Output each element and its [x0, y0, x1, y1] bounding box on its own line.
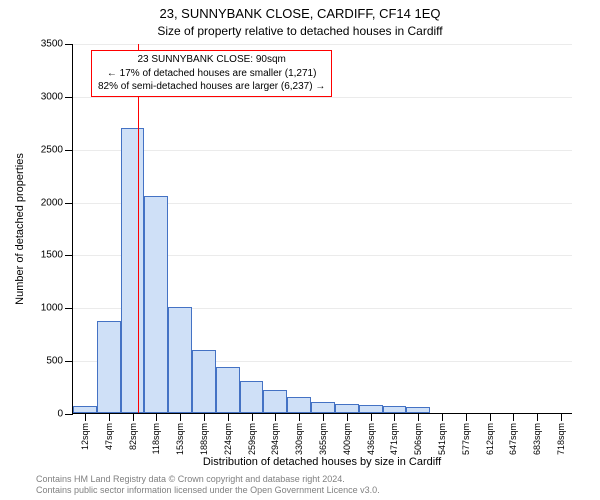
- gridline: [73, 150, 572, 151]
- y-tick: [65, 203, 73, 204]
- histogram-bar: [121, 128, 145, 413]
- marker-line: [138, 44, 139, 413]
- x-tick-label: 188sqm: [199, 423, 209, 455]
- x-tick: [299, 413, 300, 421]
- gridline: [73, 97, 572, 98]
- x-tick-label: 612sqm: [485, 423, 495, 455]
- annotation-line: 82% of semi-detached houses are larger (…: [98, 80, 325, 94]
- page-root: 23, SUNNYBANK CLOSE, CARDIFF, CF14 1EQ S…: [0, 0, 600, 500]
- x-tick: [252, 413, 253, 421]
- x-tick: [323, 413, 324, 421]
- x-tick: [85, 413, 86, 421]
- histogram-bar: [144, 196, 168, 413]
- x-axis-title: Distribution of detached houses by size …: [72, 456, 572, 468]
- x-tick-label: 153sqm: [175, 423, 185, 455]
- footer: Contains HM Land Registry data © Crown c…: [36, 474, 380, 496]
- x-tick: [156, 413, 157, 421]
- y-axis-title: Number of detached properties: [14, 153, 26, 305]
- gridline: [73, 44, 572, 45]
- annotation-line: 23 SUNNYBANK CLOSE: 90sqm: [98, 53, 325, 67]
- x-tick-label: 12sqm: [80, 423, 90, 450]
- x-tick-label: 436sqm: [366, 423, 376, 455]
- x-tick-label: 118sqm: [151, 423, 161, 454]
- y-tick: [65, 361, 73, 362]
- x-tick: [442, 413, 443, 421]
- x-tick-label: 577sqm: [461, 423, 471, 455]
- y-tick-label: 0: [57, 409, 63, 420]
- page-title: 23, SUNNYBANK CLOSE, CARDIFF, CF14 1EQ: [0, 6, 600, 21]
- x-tick: [561, 413, 562, 421]
- x-tick-label: 330sqm: [294, 423, 304, 455]
- histogram-bar: [216, 367, 240, 414]
- x-tick-label: 259sqm: [247, 423, 257, 455]
- x-tick-label: 718sqm: [556, 423, 566, 455]
- x-tick-label: 471sqm: [389, 423, 399, 455]
- y-axis-title-container: Number of detached properties: [12, 44, 28, 414]
- histogram-bar: [287, 397, 311, 413]
- histogram-bar: [240, 381, 264, 413]
- x-tick-label: 47sqm: [104, 423, 114, 450]
- x-tick: [394, 413, 395, 421]
- y-tick-label: 2000: [41, 197, 63, 208]
- x-tick-label: 82sqm: [128, 423, 138, 450]
- x-tick-label: 365sqm: [318, 423, 328, 455]
- x-tick-label: 224sqm: [223, 423, 233, 455]
- x-tick: [275, 413, 276, 421]
- x-tick: [180, 413, 181, 421]
- y-tick-label: 2500: [41, 144, 63, 155]
- histogram-bar: [335, 404, 359, 414]
- histogram-bar: [168, 307, 192, 413]
- y-tick-label: 1000: [41, 303, 63, 314]
- footer-line-1: Contains HM Land Registry data © Crown c…: [36, 474, 380, 485]
- y-tick-label: 1500: [41, 250, 63, 261]
- histogram-plot: 050010001500200025003000350012sqm47sqm82…: [72, 44, 572, 414]
- y-tick: [65, 44, 73, 45]
- histogram-bar: [97, 321, 121, 413]
- x-tick: [371, 413, 372, 421]
- subtitle: Size of property relative to detached ho…: [0, 24, 600, 38]
- y-tick-label: 3500: [41, 39, 63, 50]
- x-tick: [228, 413, 229, 421]
- x-tick-label: 683sqm: [532, 423, 542, 455]
- histogram-bar: [359, 405, 383, 413]
- y-tick: [65, 97, 73, 98]
- y-tick-label: 3000: [41, 91, 63, 102]
- x-tick-label: 647sqm: [508, 423, 518, 455]
- histogram-bar: [311, 402, 335, 413]
- x-tick: [418, 413, 419, 421]
- y-tick: [65, 414, 73, 415]
- x-tick: [466, 413, 467, 421]
- x-tick: [537, 413, 538, 421]
- histogram-bar: [383, 406, 407, 413]
- histogram-bar: [73, 406, 97, 413]
- histogram-bar: [192, 350, 216, 413]
- histogram-bar: [263, 390, 287, 413]
- x-tick-label: 294sqm: [270, 423, 280, 455]
- annotation-line: ← 17% of detached houses are smaller (1,…: [98, 67, 325, 81]
- footer-line-2: Contains public sector information licen…: [36, 485, 380, 496]
- x-tick: [490, 413, 491, 421]
- annotation-box: 23 SUNNYBANK CLOSE: 90sqm← 17% of detach…: [91, 50, 332, 97]
- x-tick: [513, 413, 514, 421]
- y-tick-label: 500: [46, 356, 63, 367]
- x-tick-label: 541sqm: [437, 423, 447, 455]
- x-tick-label: 400sqm: [342, 423, 352, 455]
- y-tick: [65, 255, 73, 256]
- x-tick: [133, 413, 134, 421]
- x-tick: [109, 413, 110, 421]
- y-tick: [65, 308, 73, 309]
- x-tick-label: 506sqm: [413, 423, 423, 455]
- y-tick: [65, 150, 73, 151]
- x-tick: [204, 413, 205, 421]
- x-tick: [347, 413, 348, 421]
